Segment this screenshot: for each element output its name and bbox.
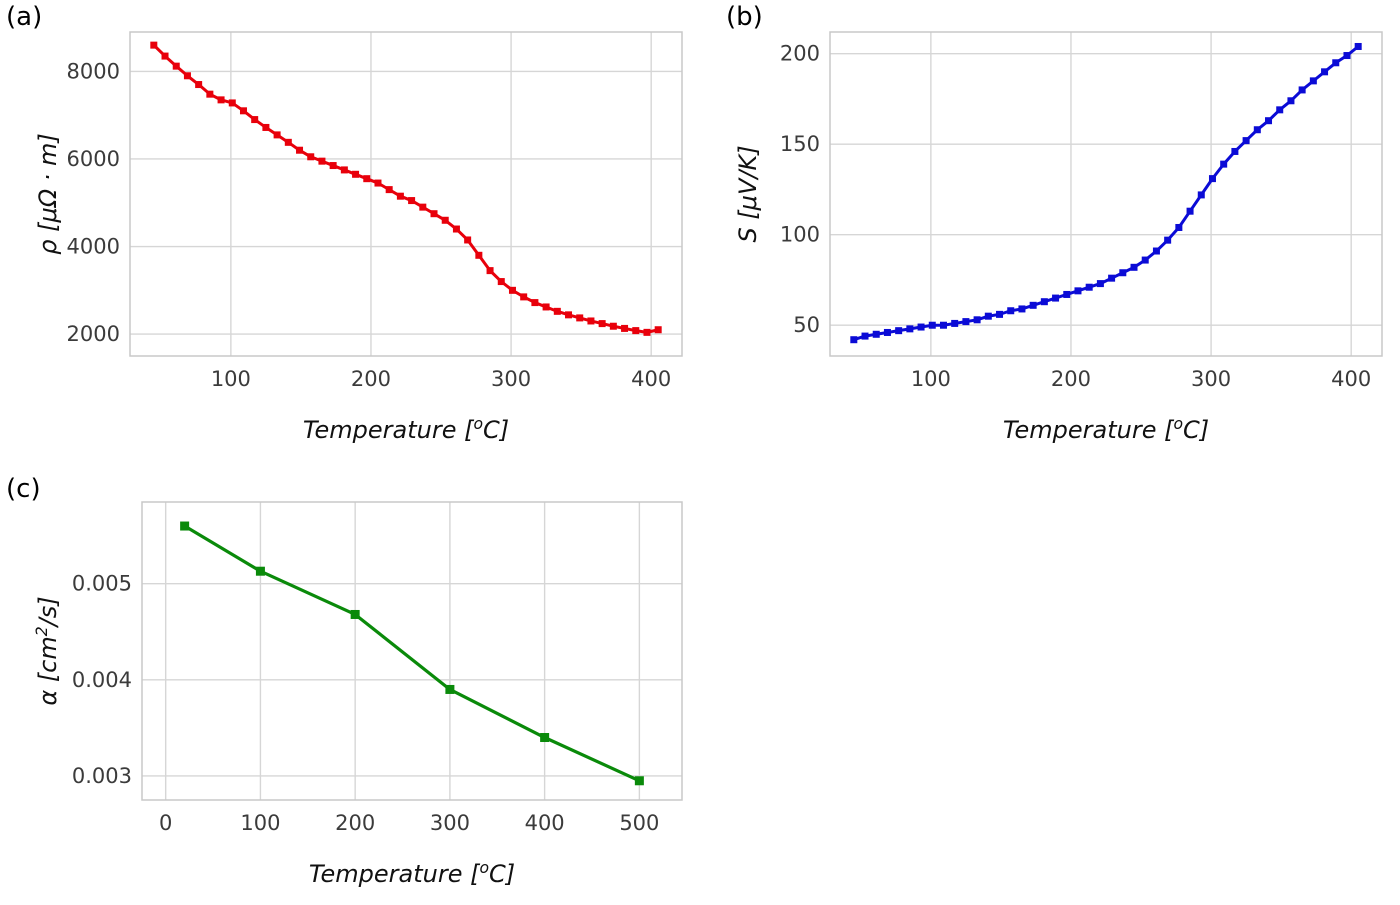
svg-text:300: 300: [430, 811, 470, 835]
svg-text:Temperature [oC]: Temperature [oC]: [1003, 415, 1209, 444]
svg-text:400: 400: [1331, 367, 1371, 391]
svg-text:200: 200: [1051, 367, 1091, 391]
svg-text:0.003: 0.003: [72, 764, 132, 788]
panel-label-c: (c): [6, 474, 41, 504]
svg-text:400: 400: [631, 367, 671, 391]
svg-text:200: 200: [780, 42, 820, 66]
svg-text:200: 200: [335, 811, 375, 835]
panel-b-seebeck: (b) 100 200 300 400 50 100 150 200 Temperature […: [700, 0, 1400, 460]
svg-text:100: 100: [780, 223, 820, 247]
svg-text:Temperature [oC]: Temperature [oC]: [309, 859, 515, 888]
panel-label-a: (a): [6, 2, 43, 32]
svg-text:0.005: 0.005: [72, 572, 132, 596]
svg-text:400: 400: [525, 811, 565, 835]
svg-text:α [cm2/s]: α [cm2/s]: [33, 596, 62, 705]
svg-text:100: 100: [240, 811, 280, 835]
svg-text:300: 300: [1191, 367, 1231, 391]
svg-text:100: 100: [211, 367, 251, 391]
panel-a-resistivity: (a) 100 200 300 400 2000 4000 6000 8000 Temperat…: [0, 0, 700, 460]
svg-text:ρ [μΩ · m]: ρ [μΩ · m]: [34, 133, 62, 254]
chart-seebeck-vs-temperature: 100 200 300 400 50 100 150 200 Temperature [oC] S…: [734, 31, 1383, 444]
svg-text:8000: 8000: [67, 59, 120, 83]
svg-text:4000: 4000: [67, 235, 120, 259]
svg-text:0.004: 0.004: [72, 668, 132, 692]
svg-text:50: 50: [793, 313, 820, 337]
svg-text:0: 0: [159, 811, 172, 835]
svg-text:2000: 2000: [67, 322, 120, 346]
panel-c-diffusivity: (c) 0 100 200 300 400 500 0.003 0.004 0.005 Tempe…: [0, 472, 700, 902]
svg-text:200: 200: [351, 367, 391, 391]
svg-text:300: 300: [491, 367, 531, 391]
svg-text:S [μV/K]: S [μV/K]: [734, 145, 762, 242]
svg-text:6000: 6000: [67, 147, 120, 171]
svg-text:Temperature [oC]: Temperature [oC]: [303, 415, 509, 444]
chart-resistivity-vs-temperature: 100 200 300 400 2000 4000 6000 8000 Temperature …: [34, 31, 683, 444]
svg-text:100: 100: [911, 367, 951, 391]
svg-text:500: 500: [619, 811, 659, 835]
chart-diffusivity-vs-temperature: 0 100 200 300 400 500 0.003 0.004 0.005 Temperatu…: [33, 501, 683, 888]
panel-label-b: (b): [726, 2, 763, 32]
svg-text:150: 150: [780, 132, 820, 156]
